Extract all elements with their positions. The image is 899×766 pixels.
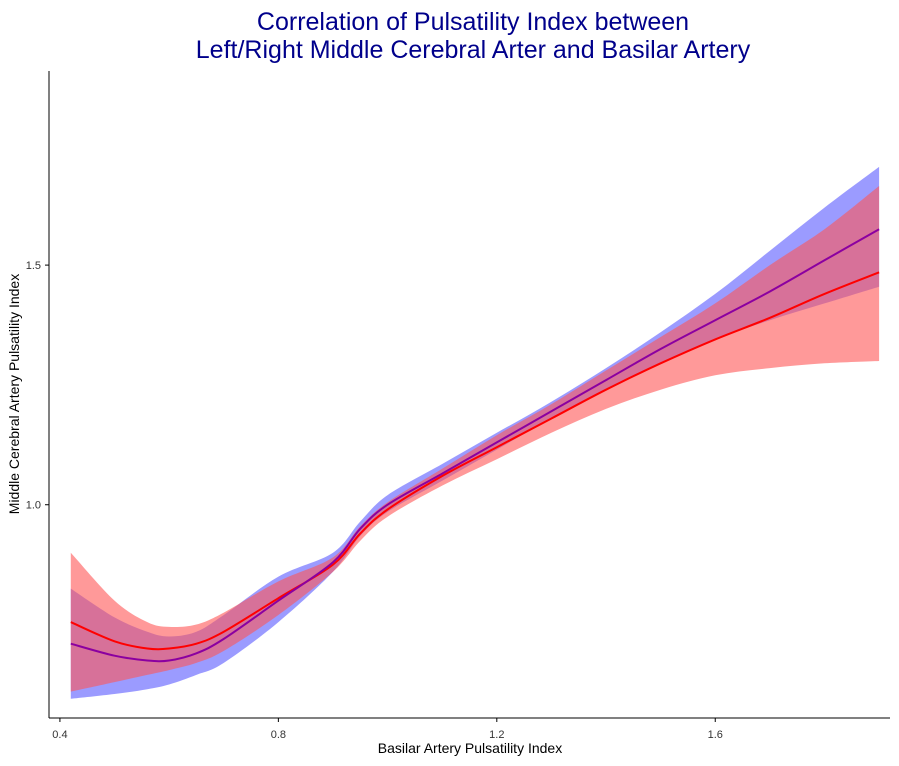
- y-tick-label: 1.0: [26, 500, 41, 512]
- series-lines: [70, 228, 880, 663]
- x-tick-label: 0.8: [271, 729, 286, 741]
- x-axis-ticks: 0.4 0.8 1.2 1.6: [52, 718, 723, 741]
- series-line-1: [70, 228, 880, 663]
- chart-title-line-1: Correlation of Pulsatility Index between: [257, 8, 689, 36]
- confidence-band-2: [70, 186, 880, 692]
- x-tick-label: 1.2: [489, 729, 504, 741]
- chart-title-line-2: Left/Right Middle Cerebral Arter and Bas…: [196, 36, 751, 64]
- y-axis-ticks: 1.0 1.5: [26, 260, 49, 512]
- y-tick-label: 1.5: [26, 260, 41, 272]
- x-tick-label: 1.6: [708, 729, 723, 741]
- series-line-2: [70, 271, 880, 651]
- confidence-bands: [70, 166, 880, 699]
- x-tick-label: 0.4: [52, 729, 67, 741]
- x-axis-label: Basilar Artery Pulsatility Index: [378, 740, 562, 756]
- y-axis-label: Middle Cerebral Artery Pulsatility Index: [6, 274, 22, 514]
- confidence-band-1: [70, 166, 880, 699]
